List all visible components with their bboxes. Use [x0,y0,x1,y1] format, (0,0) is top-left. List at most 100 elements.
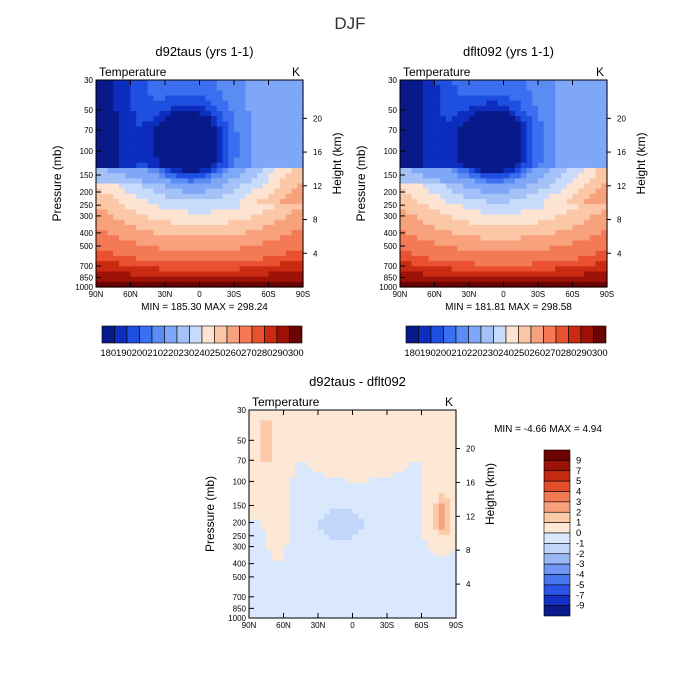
field-cell [295,519,302,525]
field-cell [381,477,388,484]
field-cell [249,607,256,614]
field-cell [561,276,568,283]
field-cell [549,261,556,267]
field-cell [601,85,608,91]
field-cell [107,126,114,133]
field-cell [249,545,256,551]
field-cell [444,503,451,510]
field-cell [234,121,241,128]
field-cell [381,540,388,546]
field-cell [463,219,470,226]
field-cell [405,80,413,86]
field-cell [400,152,407,159]
field-cell [119,230,126,236]
field-cell [147,152,155,159]
field-cell [335,529,342,536]
field-cell [113,95,120,102]
field-cell [335,420,342,427]
field-cell [260,540,267,546]
field-cell [165,80,172,86]
field-cell [289,571,296,577]
field-cell [312,550,319,557]
field-cell [480,199,487,205]
field-cell [497,224,505,231]
colorbar-label: -7 [576,590,584,601]
field-cell [188,245,195,252]
field-cell [153,157,160,164]
field-cell [463,90,470,97]
field-cell [254,529,262,536]
field-cell [427,467,434,473]
field-cell [262,183,270,190]
field-cell [400,183,407,190]
field-cell [318,446,325,453]
field-cell [107,214,114,221]
field-cell [193,204,201,210]
field-cell [199,100,206,107]
field-cell [526,219,533,226]
field-cell [318,425,325,432]
field-cell [239,80,247,86]
field-cell [538,209,545,216]
field-cell [188,116,195,122]
field-cell [297,276,304,283]
field-cell [280,235,287,242]
field-cell [410,498,417,505]
field-cell [572,245,579,252]
field-cell [199,266,206,273]
field-cell [205,162,212,169]
field-cell [434,178,441,185]
field-cell [381,430,388,437]
field-cell [283,472,290,479]
field-cell [222,193,229,200]
field-cell [341,566,348,572]
field-cell [480,209,487,216]
field-cell [555,142,562,148]
field-cell [222,136,229,143]
field-cell [142,90,149,97]
field-cell [415,602,423,609]
field-cell [147,157,155,164]
field-cell [415,425,423,432]
field-cell [555,178,562,185]
field-cell [497,183,505,190]
field-cell [364,462,371,468]
field-cell [555,209,562,216]
field-cell [199,183,206,190]
field-cell [239,204,247,210]
field-cell [211,178,218,185]
field-cell [375,493,382,499]
field-cell [142,142,149,148]
field-cell [578,157,585,164]
field-cell [417,105,424,112]
field-cell [335,441,342,447]
field-cell [417,240,424,247]
field-cell [306,430,313,437]
chart-title: dflt092 (yrs 1-1) [463,44,554,59]
field-cell [251,90,258,97]
field-cell [446,111,453,117]
field-cell [392,612,400,619]
field-cell [245,199,252,205]
y-tick-label: 50 [84,106,93,115]
field-cell [457,105,464,112]
field-cell [260,477,267,484]
field-cell [421,472,428,479]
field-cell [266,581,273,588]
field-cell [392,555,400,562]
field-cell [444,519,451,525]
field-cell [280,224,287,231]
field-cell [291,95,298,102]
field-cell [323,566,331,572]
field-cell [503,121,510,128]
field-cell [239,105,247,112]
field-cell [165,105,172,112]
field-cell [260,576,267,583]
field-cell [589,193,597,200]
field-cell [113,204,120,210]
field-cell [538,250,545,257]
field-cell [335,571,342,577]
field-cell [130,167,137,174]
field-cell [285,199,293,205]
field-cell [266,560,273,567]
